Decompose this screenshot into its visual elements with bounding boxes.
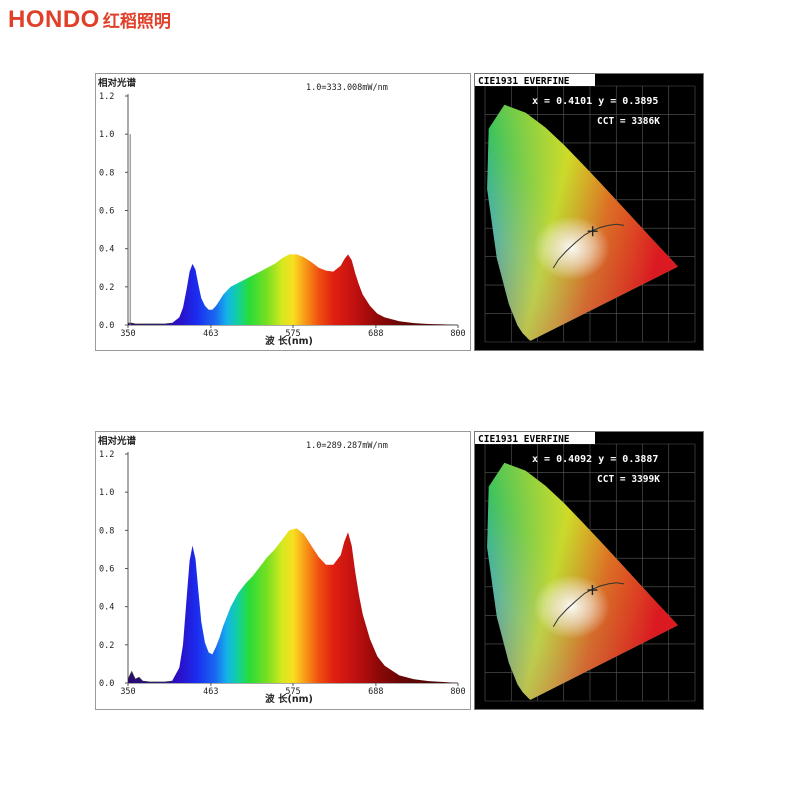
uv-noise-line (127, 670, 173, 683)
uv-noise-line (128, 322, 173, 325)
x-tick-label: 463 (203, 687, 218, 697)
x-tick-label: 350 (120, 329, 135, 339)
y-tick-label: 0.8 (99, 526, 114, 536)
cie-chart-1: CIE1931 EVERFINE x = 0.4101 y = 0.3895 CCT… (475, 74, 696, 343)
title-background (475, 74, 595, 86)
y-tick-label: 0.8 (99, 168, 114, 178)
brand-name-en: HONDO (8, 6, 100, 33)
y-tick-label: 0.6 (99, 565, 114, 575)
brand-logo: HONDO 红稻照明 (8, 6, 171, 36)
x-axis-label: 波 长(nm) (265, 335, 313, 347)
white-point-region (533, 216, 610, 281)
cie-panel-1: CIE1931 EVERFINE x = 0.4101 y = 0.3895 CCT… (474, 73, 704, 351)
x-axis-label: 波 长(nm) (265, 693, 313, 705)
spectrum-corner-label: 相对光谱 (98, 435, 137, 447)
spectrum-chart-1: 0.0 0.2 0.4 0.6 0.8 1.0 1.2 350 463 575 688 800 相对光谱… (98, 77, 466, 347)
spectrum-area (128, 528, 458, 683)
white-point-region (533, 574, 610, 639)
cct-value: CCT = 3386K (597, 116, 660, 127)
chromaticity-coordinates: x = 0.4101 y = 0.3895 (532, 96, 658, 107)
x-tick-label: 688 (368, 329, 383, 339)
power-annotation: 1.0=333.008mW/nm (306, 83, 388, 93)
y-tick-label: 0.0 (99, 321, 114, 331)
y-tick-label: 1.0 (99, 488, 114, 498)
y-tick-label: 1.0 (99, 130, 114, 140)
y-tick-label: 0.4 (99, 603, 114, 613)
chromaticity-coordinates: x = 0.4092 y = 0.3887 (532, 454, 658, 465)
y-tick-label: 0.4 (99, 245, 114, 255)
spectrum-panel-2: 0.0 0.2 0.4 0.6 0.8 1.0 1.2 350 463 575 688 800 相对光谱… (95, 431, 471, 710)
spectrum-chart-2: 0.0 0.2 0.4 0.6 0.8 1.0 1.2 350 463 575 688 800 相对光谱… (98, 435, 466, 705)
x-tick-label: 350 (120, 687, 135, 697)
x-tick-label: 688 (368, 687, 383, 697)
x-tick-label: 463 (203, 329, 218, 339)
planckian-locus (552, 223, 625, 269)
cct-value: CCT = 3399K (597, 474, 660, 485)
brand-name-cn: 红稻照明 (102, 12, 171, 32)
cie-title: CIE1931 EVERFINE (478, 76, 570, 87)
spectrum-corner-label: 相对光谱 (98, 77, 137, 89)
x-tick-label: 575 (285, 687, 300, 697)
y-tick-label: 1.2 (99, 450, 114, 460)
cie-panel-2: CIE1931 EVERFINE x = 0.4092 y = 0.3887 CCT… (474, 431, 704, 710)
planckian-locus (552, 582, 625, 628)
x-tick-label: 800 (450, 687, 465, 697)
y-tick-label: 0.6 (99, 207, 114, 217)
y-tick-label: 0.0 (99, 679, 114, 689)
y-tick-label: 0.2 (99, 283, 114, 293)
y-tick-label: 1.2 (99, 92, 114, 102)
title-background (475, 432, 595, 444)
cie-title: CIE1931 EVERFINE (478, 434, 570, 445)
spectrum-area (128, 254, 458, 325)
spectrum-panel-1: 0.0 0.2 0.4 0.6 0.8 1.0 1.2 350 463 575 688 800 相对光谱… (95, 73, 471, 351)
x-tick-label: 800 (450, 329, 465, 339)
cie-chart-2: CIE1931 EVERFINE x = 0.4092 y = 0.3887 CCT… (475, 432, 696, 702)
power-annotation: 1.0=289.287mW/nm (306, 441, 388, 451)
y-tick-label: 0.2 (99, 641, 114, 651)
x-tick-label: 575 (285, 329, 300, 339)
